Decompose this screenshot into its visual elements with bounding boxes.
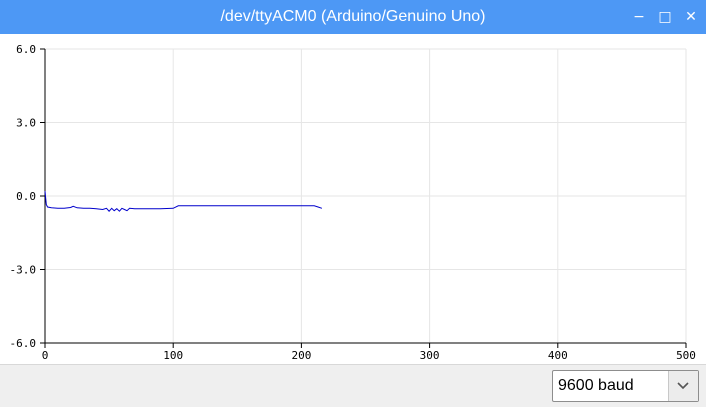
close-button[interactable]: ✕: [685, 9, 697, 25]
title-bar[interactable]: /dev/ttyACM0 (Arduino/Genuino Uno) − □ ✕: [0, 0, 706, 34]
x-tick-label: 400: [548, 349, 568, 362]
x-tick-label: 300: [420, 349, 440, 362]
series-line: [44, 191, 323, 212]
plot-area: 0 100 200 300 400 500 6.0 3.0 0.0 -3.0 -6.0: [0, 34, 706, 364]
maximize-button[interactable]: □: [658, 9, 672, 25]
bottom-toolbar: 9600 baud: [0, 364, 706, 407]
baud-rate-select[interactable]: 9600 baud: [552, 370, 699, 402]
window-title: /dev/ttyACM0 (Arduino/Genuino Uno): [220, 8, 486, 25]
x-tick-label: 0: [42, 349, 49, 362]
y-tick-label: -3.0: [10, 264, 37, 277]
x-tick-label: 100: [163, 349, 183, 362]
y-tick-label: -6.0: [10, 337, 37, 350]
y-tick-label: 0.0: [16, 190, 36, 203]
baud-dropdown-button[interactable]: [668, 371, 698, 401]
chevron-down-icon: [677, 382, 689, 390]
y-tick-label: 3.0: [16, 117, 36, 130]
y-tick-label: 6.0: [16, 43, 36, 56]
x-tick-label: 200: [291, 349, 311, 362]
line-chart: 0 100 200 300 400 500 6.0 3.0 0.0 -3.0 -6.0: [10, 43, 696, 362]
x-tick-label: 500: [676, 349, 696, 362]
baud-rate-value: 9600 baud: [558, 377, 634, 394]
minimize-button[interactable]: −: [633, 9, 645, 25]
